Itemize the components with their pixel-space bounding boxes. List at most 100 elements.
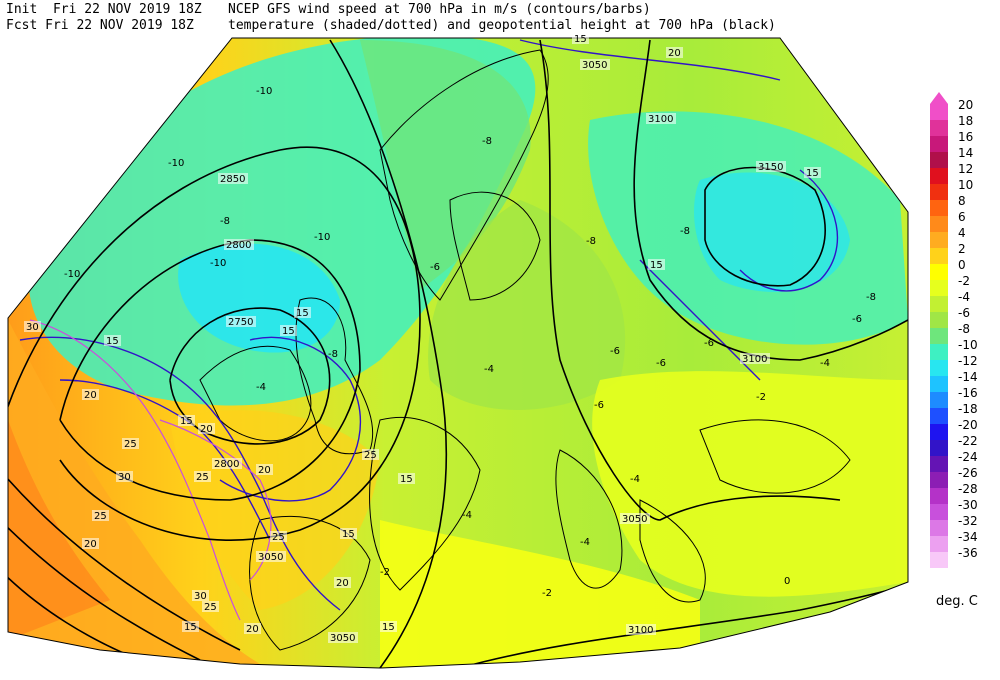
- height-contour-2850: [8, 146, 421, 542]
- chart-title-line-2: temperature (shaded/dotted) and geopoten…: [228, 18, 776, 33]
- legend-tick-label: -6: [958, 306, 970, 320]
- cold-core-west: [178, 243, 340, 353]
- height-label-bg: [626, 624, 656, 635]
- wind-label-bg: [294, 307, 311, 318]
- height-label-bg: [580, 59, 610, 70]
- temperature-label: -8: [866, 292, 876, 303]
- legend-tick-label: -18: [958, 402, 978, 416]
- temperature-label: -8: [482, 136, 492, 147]
- temperature-label: -6: [656, 358, 666, 369]
- legend-swatch: [930, 104, 948, 120]
- chart-title-line-1: NCEP GFS wind speed at 700 hPa in m/s (c…: [228, 2, 651, 17]
- wind-label: 15: [184, 622, 197, 633]
- wind-contour-4: [519, 39, 781, 81]
- temperature-label: -4: [820, 358, 830, 369]
- temperature-label: -10: [64, 269, 80, 280]
- wind-label-bg: [280, 325, 297, 336]
- wind-label-bg: [804, 167, 821, 178]
- legend-tick-label: 2: [958, 242, 966, 256]
- height-label-bg: [328, 632, 358, 643]
- wind-label: 25: [94, 511, 107, 522]
- wind-label-bg: [202, 601, 219, 612]
- legend-swatch: [930, 472, 948, 488]
- temperature-label: -10: [314, 232, 330, 243]
- wind-label: 20: [200, 424, 213, 435]
- legend-tick-label: -28: [958, 482, 978, 496]
- wind-label-bg: [24, 321, 41, 332]
- legend-tick-label: -16: [958, 386, 978, 400]
- legend-tick-label: -2: [958, 274, 970, 288]
- legend-swatch: [930, 152, 948, 168]
- height-label: 2800: [214, 459, 239, 470]
- legend-swatch: [930, 184, 948, 200]
- legend-swatch: [930, 504, 948, 520]
- height-label: 3100: [628, 625, 653, 636]
- legend-tick-label: -4: [958, 290, 970, 304]
- legend-tick-label: -12: [958, 354, 978, 368]
- legend-swatch: [930, 216, 948, 232]
- height-label: 3050: [622, 514, 647, 525]
- legend-tick-label: -10: [958, 338, 978, 352]
- height-label-bg: [212, 458, 242, 469]
- wind-label-bg: [82, 389, 99, 400]
- wind-label: 20: [336, 578, 349, 589]
- height-label-bg: [256, 551, 286, 562]
- wind-label: 15: [806, 168, 819, 179]
- wind-label: 15: [574, 34, 587, 45]
- wind-label: 20: [246, 624, 259, 635]
- height-contour-3050-b: [539, 39, 841, 521]
- wind-label: 30: [26, 322, 39, 333]
- legend-tick-label: 0: [958, 258, 966, 272]
- legend-tick-label: 4: [958, 226, 966, 240]
- legend-swatch: [930, 264, 948, 280]
- wind-label: 15: [342, 529, 355, 540]
- wind-label-bg: [256, 464, 273, 475]
- wind-label-bg: [82, 538, 99, 549]
- legend-top-arrow: [930, 92, 948, 104]
- height-contours: [8, 39, 908, 668]
- legend-tick-label: -36: [958, 546, 978, 560]
- legend-tick-label: -20: [958, 418, 978, 432]
- height-label: 3100: [648, 114, 673, 125]
- wind-contour-1: [19, 336, 341, 611]
- wind-label-bg: [244, 623, 261, 634]
- wind-label: 25: [124, 439, 137, 450]
- legend-unit-label: deg. C: [936, 594, 978, 609]
- temperature-label: -4: [256, 382, 266, 393]
- wind-label: 25: [204, 602, 217, 613]
- temperature-label: -4: [462, 510, 472, 521]
- wind-label-bg: [380, 621, 397, 632]
- wind-label: 25: [196, 472, 209, 483]
- temperature-label: -6: [594, 400, 604, 411]
- height-contour-2800: [59, 239, 361, 501]
- wind-label-bg: [666, 47, 683, 58]
- legend-tick-labels: 20181614121086420-2-4-6-8-10-12-14-16-18…: [958, 98, 978, 560]
- height-label-bg: [218, 173, 248, 184]
- height-contour-3100-south: [459, 584, 908, 668]
- wind-label-bg: [116, 471, 133, 482]
- legend-tick-label: -34: [958, 530, 978, 544]
- wind-label-bg: [122, 438, 139, 449]
- legend-tick-label: 20: [958, 98, 973, 112]
- temperature-label: -4: [580, 537, 590, 548]
- temperature-label: -2: [756, 392, 766, 403]
- legend-swatch: [930, 392, 948, 408]
- legend-swatch: [930, 488, 948, 504]
- wind-label: 15: [400, 474, 413, 485]
- legend-swatch: [930, 328, 948, 344]
- height-label-bg: [224, 239, 254, 250]
- wind-label-bg: [340, 528, 357, 539]
- legend-tick-label: 16: [958, 130, 973, 144]
- wind-contour-6: [639, 259, 761, 381]
- wind-label: 15: [650, 260, 663, 271]
- wind-label-bg: [398, 473, 415, 484]
- height-label-bg: [226, 316, 256, 327]
- temperature-label: -10: [210, 258, 226, 269]
- temperature-label: 0: [784, 576, 790, 587]
- wind-label: 25: [364, 450, 377, 461]
- height-contour-sw-2: [8, 519, 201, 661]
- legend-tick-label: 10: [958, 178, 973, 192]
- norway-coast: [379, 49, 549, 301]
